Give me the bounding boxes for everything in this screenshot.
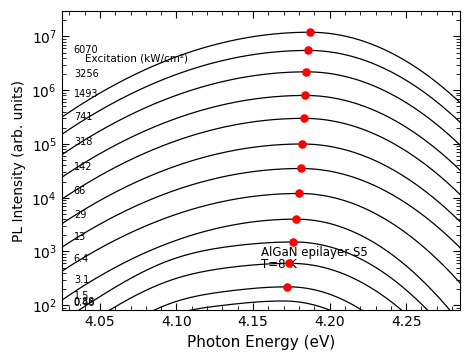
Text: 0.46: 0.46 — [74, 299, 95, 308]
X-axis label: Photon Energy (eV): Photon Energy (eV) — [187, 335, 335, 350]
Text: 3.1: 3.1 — [74, 275, 89, 286]
Text: 66: 66 — [74, 186, 86, 196]
Point — [299, 141, 306, 147]
Text: 6070: 6070 — [74, 45, 99, 56]
Y-axis label: PL Intensity (arb. units): PL Intensity (arb. units) — [12, 80, 26, 242]
Text: 29: 29 — [74, 210, 86, 220]
Point — [300, 116, 308, 121]
Point — [302, 69, 310, 75]
Text: AlGaN epilayer S5: AlGaN epilayer S5 — [261, 246, 367, 259]
Text: 3256: 3256 — [74, 69, 99, 79]
Point — [306, 29, 314, 35]
Point — [297, 166, 305, 171]
Point — [286, 261, 293, 266]
Text: 142: 142 — [74, 162, 92, 171]
Point — [289, 239, 297, 245]
Text: T=8 K: T=8 K — [261, 258, 297, 271]
Text: 1.5: 1.5 — [74, 291, 89, 301]
Text: 1493: 1493 — [74, 89, 99, 99]
Point — [295, 191, 302, 196]
Point — [292, 216, 300, 222]
Text: 13: 13 — [74, 232, 86, 242]
Text: 6.4: 6.4 — [74, 254, 89, 264]
Text: 318: 318 — [74, 137, 92, 147]
Text: 0.88: 0.88 — [74, 297, 95, 307]
Point — [283, 284, 291, 290]
Text: 741: 741 — [74, 112, 92, 122]
Point — [304, 48, 311, 53]
Text: Excitation (kW/cm²): Excitation (kW/cm²) — [84, 53, 188, 63]
Point — [301, 92, 309, 98]
